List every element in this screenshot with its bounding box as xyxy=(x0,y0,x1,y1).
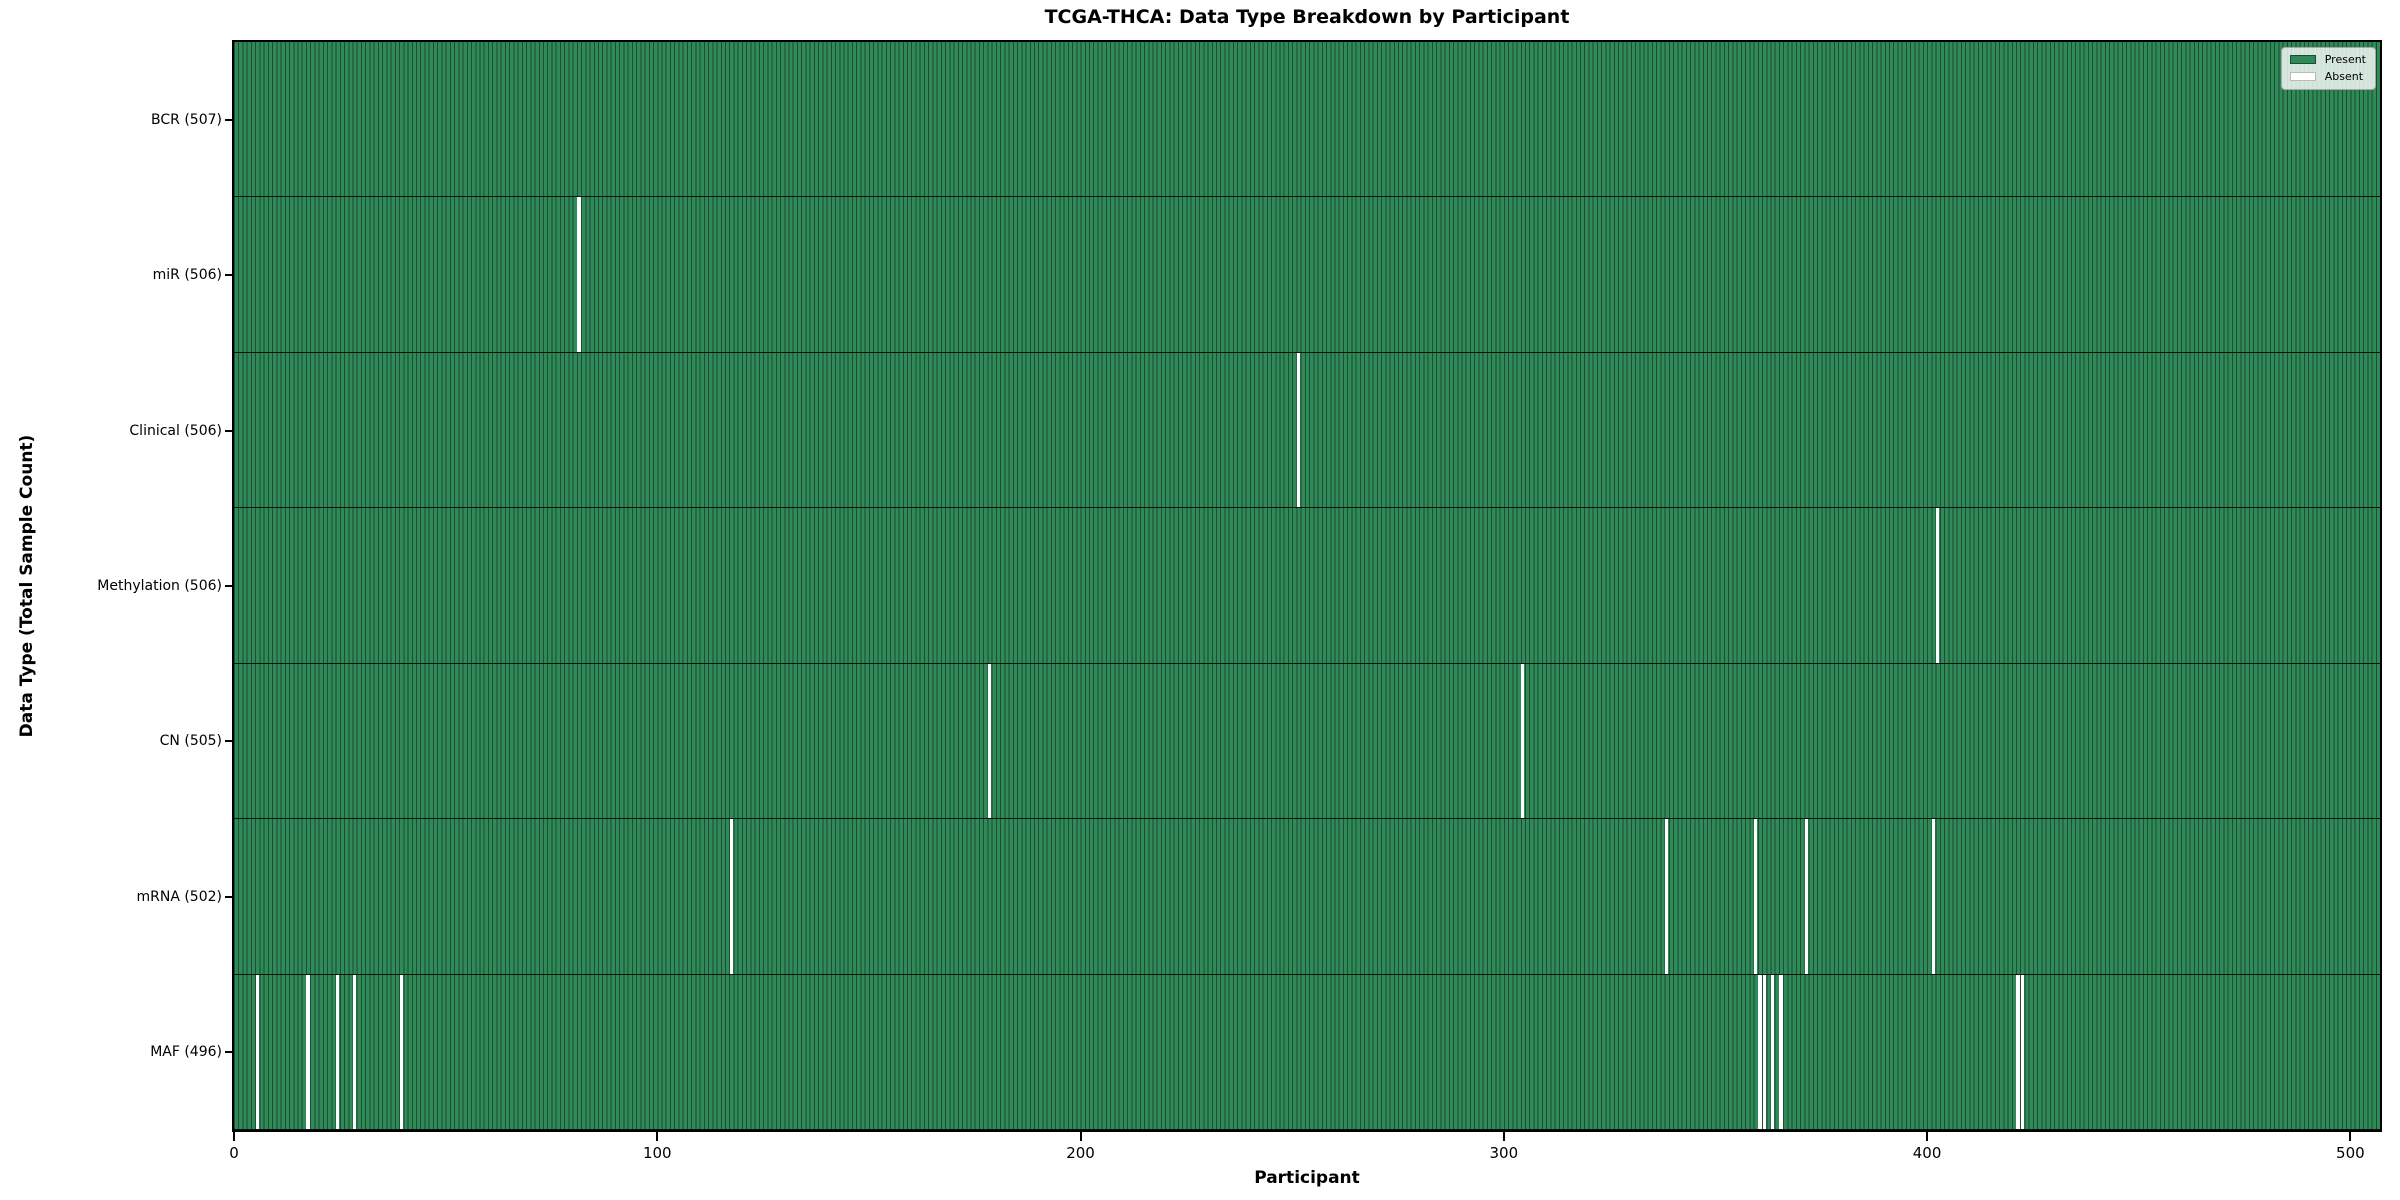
heatmap-row-BCR xyxy=(234,42,2380,198)
heatmap-row-mRNA xyxy=(234,819,2380,975)
legend-label: Absent xyxy=(2324,70,2364,83)
y-tick-label-miR: miR (506) xyxy=(152,267,222,284)
y-tick-mark xyxy=(225,274,232,277)
x-tick-mark xyxy=(233,1132,235,1141)
y-tick-label-Clinical: Clinical (506) xyxy=(129,422,222,439)
y-tick-mark xyxy=(225,1051,232,1054)
absent-gap xyxy=(2020,974,2024,1129)
y-tick-mark xyxy=(225,585,232,587)
heatmap-row-MAF xyxy=(234,974,2380,1130)
absent-gap xyxy=(336,974,340,1129)
x-axis-title: Participant xyxy=(1254,1168,1360,1188)
y-tick-mark xyxy=(225,895,232,898)
plot-area: Present Absent xyxy=(232,40,2382,1132)
absent-gap xyxy=(577,197,581,352)
x-tick-label-200: 200 xyxy=(1066,1144,1095,1162)
x-tick-mark xyxy=(1502,1132,1505,1141)
x-tick-label-400: 400 xyxy=(1912,1144,1942,1162)
absent-gap xyxy=(306,974,310,1129)
absent-gap xyxy=(2016,974,2020,1129)
absent-gap xyxy=(987,663,992,819)
legend: Present Absent xyxy=(2280,47,2376,90)
absent-gap xyxy=(1779,974,1783,1129)
y-tick-label-mRNA: mRNA (502) xyxy=(136,888,222,905)
x-tick-mark xyxy=(1079,1132,1082,1141)
absent-gap xyxy=(729,819,733,974)
y-tick-label-MAF: MAF (496) xyxy=(150,1044,222,1061)
absent-gap xyxy=(1521,663,1525,819)
heatmap-row-miR xyxy=(234,197,2380,353)
absent-gap xyxy=(1665,819,1669,974)
x-tick-mark xyxy=(656,1132,659,1141)
x-tick-label-500: 500 xyxy=(2336,1144,2365,1162)
x-tick-mark xyxy=(1926,1132,1929,1141)
legend-label: Present xyxy=(2324,53,2366,66)
y-tick-label-Methylation: Methylation (506) xyxy=(97,578,222,594)
legend-swatch-absent xyxy=(2289,72,2316,81)
absent-gap xyxy=(1754,819,1758,974)
y-tick-mark xyxy=(225,118,232,121)
absent-gap xyxy=(1770,974,1775,1129)
x-tick-label-300: 300 xyxy=(1489,1144,1519,1162)
absent-gap xyxy=(1762,974,1766,1129)
legend-entry-present: Present xyxy=(2289,53,2366,66)
x-tick-mark xyxy=(2349,1132,2352,1141)
absent-gap xyxy=(1931,819,1936,974)
heatmap-row-Clinical xyxy=(234,352,2380,509)
absent-gap xyxy=(399,974,403,1129)
absent-gap xyxy=(1758,974,1762,1129)
absent-gap xyxy=(255,974,259,1129)
x-tick-label-100: 100 xyxy=(642,1144,672,1162)
x-tick-label-0: 0 xyxy=(229,1144,239,1162)
absent-gap xyxy=(1804,819,1809,974)
absent-gap xyxy=(1936,508,1940,663)
y-tick-label-CN: CN (505) xyxy=(159,733,222,750)
legend-entry-absent: Absent xyxy=(2289,70,2366,83)
absent-gap xyxy=(353,974,357,1129)
y-tick-label-BCR: BCR (507) xyxy=(151,111,222,128)
chart-title: TCGA-THCA: Data Type Breakdown by Partic… xyxy=(1044,6,1570,28)
y-tick-mark xyxy=(225,740,232,743)
heatmap-row-Methylation xyxy=(234,508,2380,664)
absent-gap xyxy=(1296,352,1301,508)
heatmap-row-CN xyxy=(234,663,2380,820)
legend-swatch-present xyxy=(2289,55,2316,64)
y-tick-mark xyxy=(225,429,232,432)
